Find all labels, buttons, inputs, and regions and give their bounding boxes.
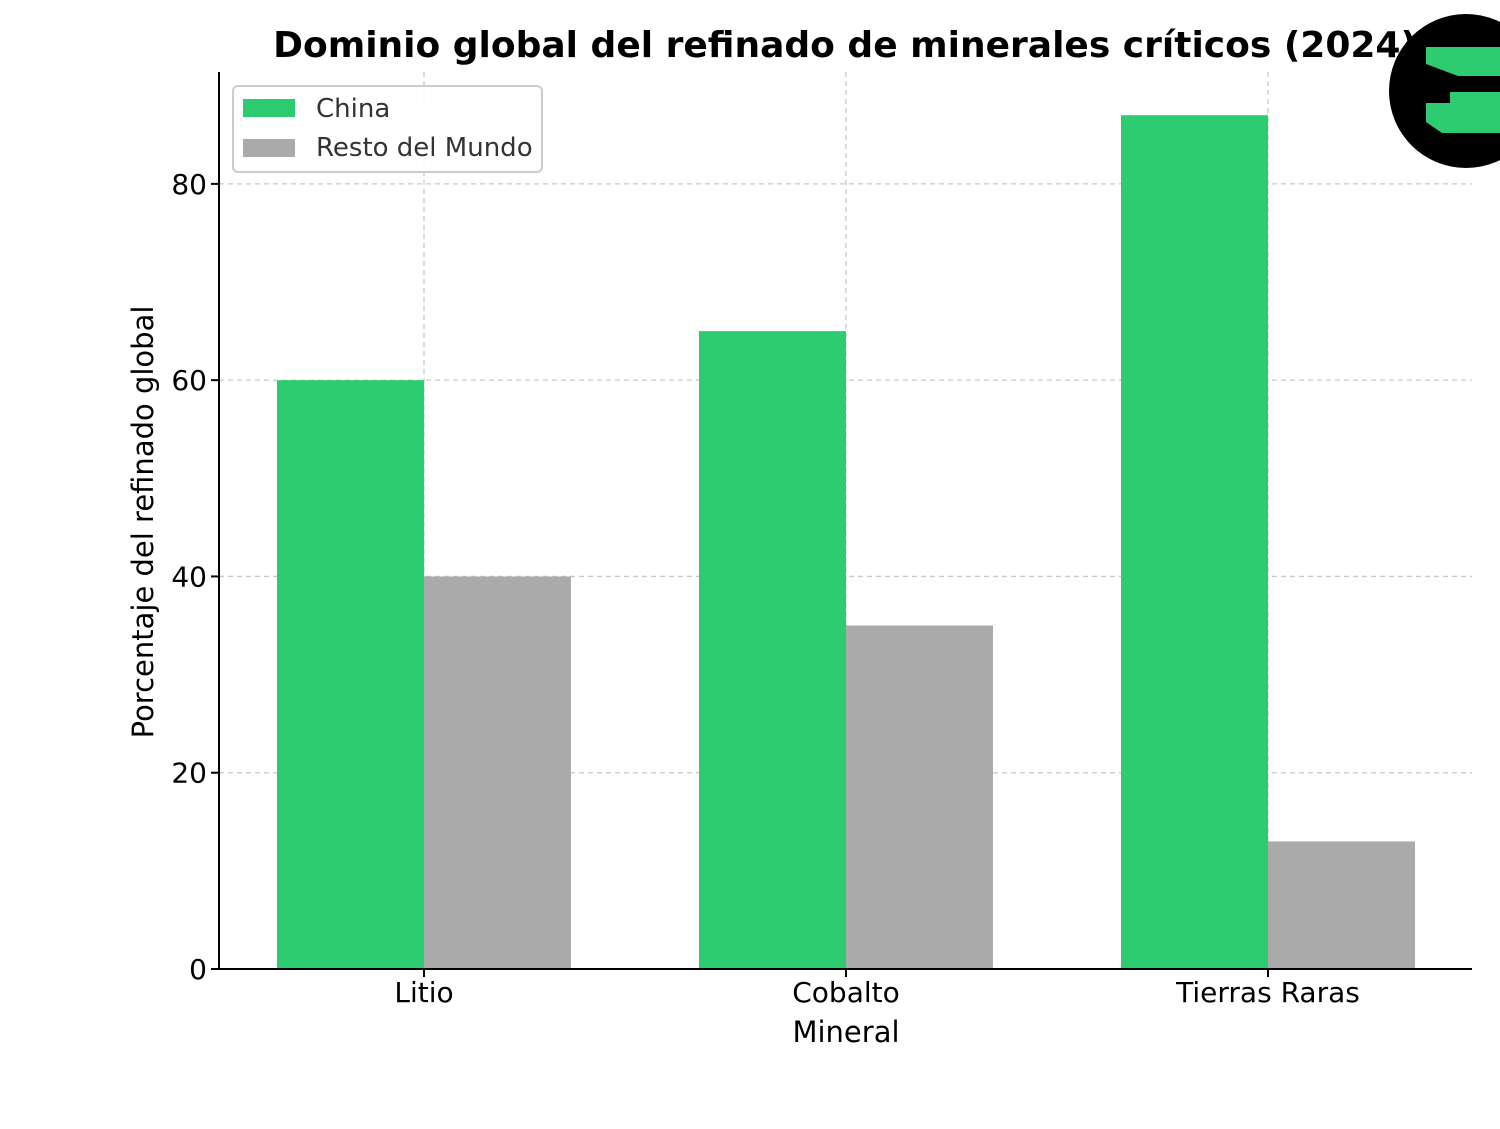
legend-swatch-resto-del-mundo bbox=[243, 139, 295, 157]
ticks-layer: 0 20 40 60 80 Litio Cobalto Tierras Raras bbox=[171, 168, 1359, 1009]
x-tick-label: Cobalto bbox=[792, 976, 900, 1009]
y-tick-label: 20 bbox=[171, 757, 207, 790]
bar-resto-del-mundo-cobalto bbox=[846, 625, 993, 969]
bar-china-cobalto bbox=[699, 331, 846, 969]
bar-resto-del-mundo-litio bbox=[424, 576, 571, 969]
brand-logo-icon bbox=[1389, 14, 1500, 168]
x-tick-label: Tierras Raras bbox=[1175, 976, 1360, 1009]
y-tick-label: 80 bbox=[171, 168, 207, 201]
y-tick-label: 0 bbox=[189, 953, 207, 986]
y-axis-title: Porcentaje del refinado global bbox=[126, 306, 160, 739]
x-axis-title: Mineral bbox=[792, 1015, 899, 1049]
legend: China Resto del Mundo bbox=[232, 85, 543, 173]
legend-label-china: China bbox=[316, 94, 390, 124]
chart-title: Dominio global del refinado de minerales… bbox=[273, 25, 1417, 66]
bar-resto-del-mundo-tierras-raras bbox=[1268, 841, 1415, 969]
legend-frame bbox=[232, 85, 543, 173]
bar-china-litio bbox=[277, 380, 424, 969]
legend-label-resto-del-mundo: Resto del Mundo bbox=[316, 133, 533, 163]
logo-mark bbox=[1426, 47, 1500, 133]
x-tick-label: Litio bbox=[394, 976, 453, 1009]
y-tick-label: 40 bbox=[171, 560, 207, 593]
bars-layer bbox=[277, 115, 1415, 969]
bar-china-tierras-raras bbox=[1121, 115, 1268, 969]
legend-swatch-china bbox=[243, 99, 295, 117]
y-tick-label: 60 bbox=[171, 364, 207, 397]
